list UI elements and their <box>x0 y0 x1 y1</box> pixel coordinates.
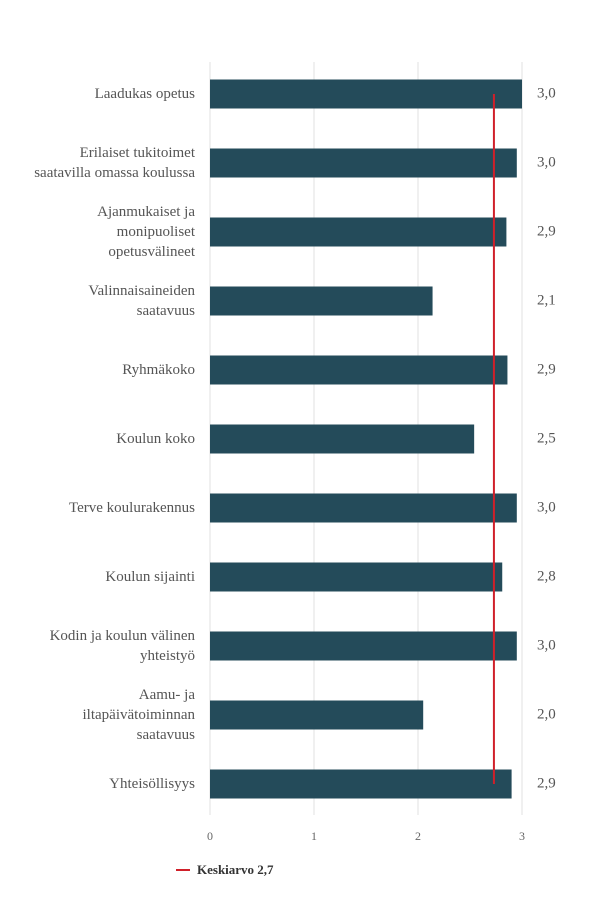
category-label: Valinnaisaineiden saatavuus <box>88 283 195 319</box>
bar <box>210 424 475 454</box>
bar <box>210 286 433 316</box>
category-label: Kodin ja koulun välinen yhteistyö <box>49 628 195 664</box>
bars <box>210 79 522 799</box>
value-label: 3,0 <box>537 637 556 654</box>
value-label: 2,9 <box>537 775 556 792</box>
value-label: 2,1 <box>537 292 556 309</box>
bar <box>210 217 507 247</box>
x-tick-label: 1 <box>311 829 317 843</box>
x-tick-label: 0 <box>207 829 213 843</box>
bar <box>210 631 517 661</box>
bar <box>210 79 522 109</box>
value-label: 3,0 <box>537 499 556 516</box>
category-label: Koulun koko <box>116 431 195 447</box>
category-label: Yhteisöllisyys <box>109 776 195 792</box>
bar <box>210 148 517 178</box>
category-label: Ajanmukaiset ja monipuoliset opetusvälin… <box>97 204 195 260</box>
bar <box>210 355 508 385</box>
bar <box>210 493 517 523</box>
value-label: 3,0 <box>537 85 556 102</box>
category-label: Aamu- ja iltapäivätoiminnan saatavuus <box>82 687 195 743</box>
category-label: Laadukas opetus <box>94 86 195 102</box>
value-label: 2,5 <box>537 430 556 447</box>
value-label: 3,0 <box>537 154 556 171</box>
category-label: Terve koulurakennus <box>69 500 195 516</box>
legend-swatch <box>176 869 190 871</box>
legend-average-label: Keskiarvo 2,7 <box>197 862 274 877</box>
bar <box>210 769 512 799</box>
value-label: 2,8 <box>537 568 556 585</box>
value-label: 2,9 <box>537 361 556 378</box>
category-label: Erilaiset tukitoimet saatavilla omassa k… <box>34 145 195 181</box>
legend: Keskiarvo 2,7 <box>176 862 274 878</box>
category-label: Koulun sijainti <box>105 569 195 585</box>
bar <box>210 562 503 592</box>
x-tick-label: 2 <box>415 829 421 843</box>
category-label: Ryhmäkoko <box>122 362 195 378</box>
x-tick-label: 3 <box>519 829 525 843</box>
bar <box>210 700 424 730</box>
value-label: 2,9 <box>537 223 556 240</box>
value-label: 2,0 <box>537 706 556 723</box>
